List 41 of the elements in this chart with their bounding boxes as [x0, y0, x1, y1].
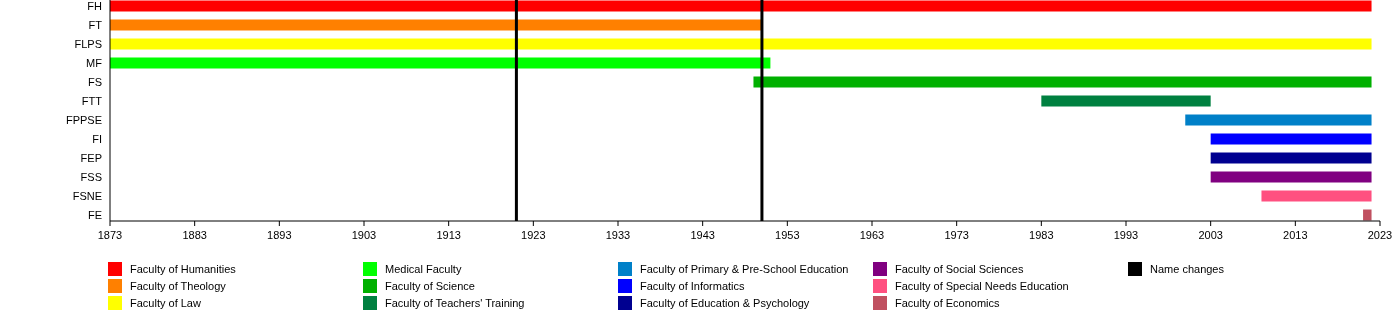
x-tick-label: 1953 — [775, 229, 800, 241]
x-tick-label: 1963 — [859, 229, 885, 241]
y-tick-label: FT — [88, 19, 103, 31]
y-tick-label: FS — [87, 76, 102, 88]
x-tick-label: 1993 — [1113, 229, 1139, 241]
x-tick-label: 1983 — [1029, 229, 1054, 241]
y-tick-label: FH — [87, 0, 103, 12]
legend-label: Faculty of Special Needs Education — [895, 280, 1069, 292]
x-tick-label: 1883 — [182, 229, 207, 241]
y-tick-label: MF — [86, 57, 103, 69]
y-tick-label: FE — [87, 209, 102, 221]
x-tick-label: 1973 — [944, 229, 969, 241]
x-tick-label: 1893 — [267, 229, 292, 241]
x-tick-label: 2013 — [1283, 229, 1308, 241]
legend-label: Faculty of Education & Psychology — [640, 297, 810, 309]
y-tick-label: FI — [92, 133, 102, 145]
legend-label: Faculty of Social Sciences — [895, 263, 1024, 275]
x-tick-label: 1903 — [351, 229, 377, 241]
x-tick-label: 1913 — [436, 229, 461, 241]
y-tick-label: FEP — [80, 152, 102, 164]
x-tick-label: 2023 — [1367, 229, 1393, 241]
legend-label: Faculty of Economics — [895, 297, 1001, 309]
x-tick-label: 1873 — [97, 229, 123, 241]
legend-label: Name changes — [1150, 263, 1225, 275]
x-tick-label: 1923 — [521, 229, 546, 241]
y-tick-label: FLPS — [74, 38, 102, 50]
legend-label: Faculty of Primary & Pre-School Education — [640, 263, 849, 275]
y-tick-label: FSS — [80, 171, 102, 183]
y-tick-label: FPPSE — [65, 114, 102, 126]
x-tick-label: 2003 — [1198, 229, 1223, 241]
legend-label: Faculty of Informatics — [640, 280, 746, 292]
y-tick-label: FTT — [81, 95, 103, 107]
legend-label: Medical Faculty — [385, 263, 462, 275]
legend-label: Faculty of Theology — [130, 280, 227, 292]
legend-label: Faculty of Law — [130, 297, 201, 309]
x-tick-label: 1933 — [605, 229, 631, 241]
legend-label: Faculty of Humanities — [130, 263, 237, 275]
y-tick-label: FSNE — [72, 190, 102, 202]
x-tick-label: 1943 — [690, 229, 715, 241]
legend-label: Faculty of Science — [385, 280, 475, 292]
legend-label: Faculty of Teachers' Training — [385, 297, 525, 309]
